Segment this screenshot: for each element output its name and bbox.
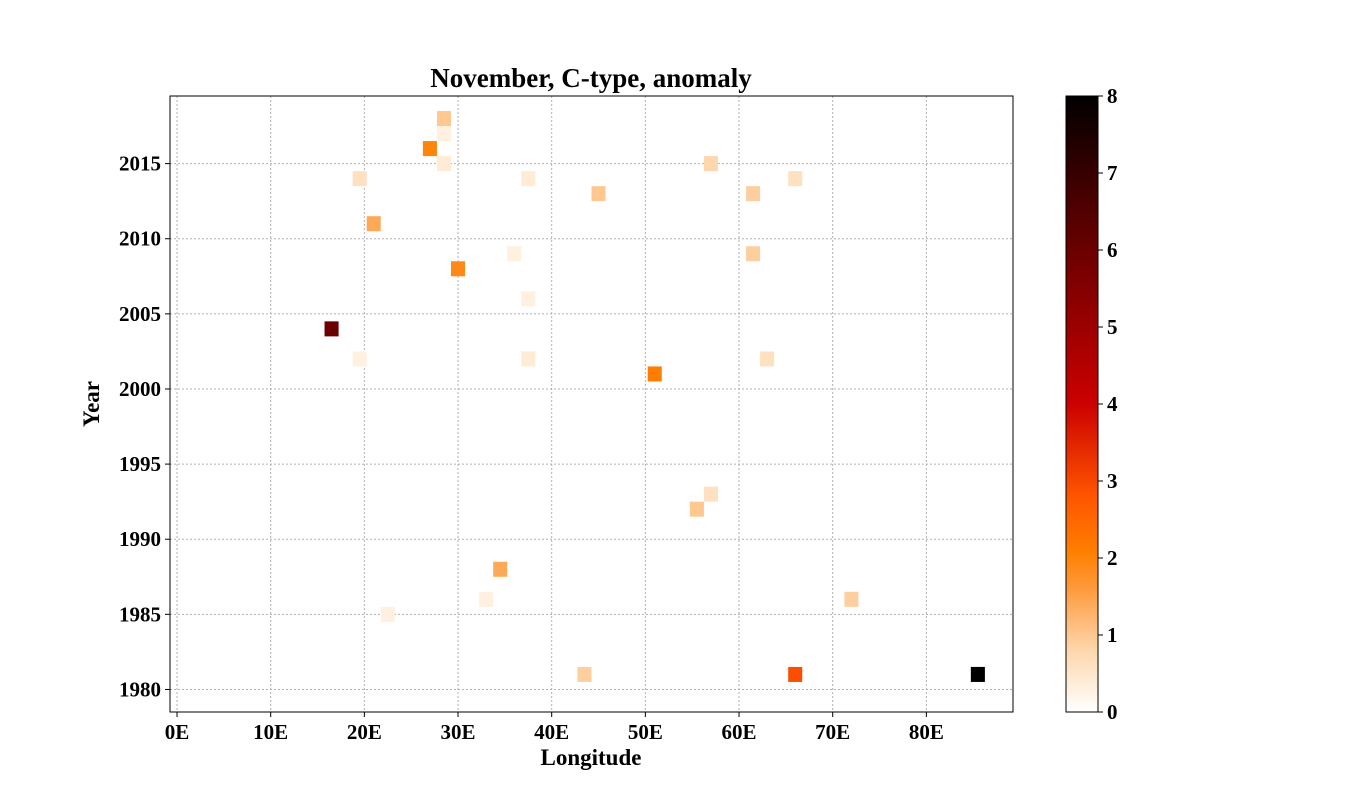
colorbar bbox=[1065, 95, 1099, 713]
heatmap-cell bbox=[746, 186, 761, 202]
x-tick-label: 40E bbox=[534, 720, 569, 744]
heatmap-cell bbox=[760, 351, 775, 367]
heatmap-cell bbox=[422, 141, 437, 157]
heatmap-cell bbox=[703, 156, 718, 172]
y-tick-label: 1985 bbox=[119, 602, 161, 626]
y-tick-label: 1990 bbox=[119, 527, 161, 551]
heatmap-cell bbox=[746, 246, 761, 262]
heatmap-cell bbox=[689, 501, 704, 517]
colorbar-tick-label: 7 bbox=[1107, 161, 1118, 185]
x-tick-label: 70E bbox=[815, 720, 850, 744]
heatmap-cell bbox=[436, 111, 451, 127]
heatmap-cell bbox=[844, 591, 859, 607]
x-tick-label: 80E bbox=[909, 720, 944, 744]
heatmap-cell bbox=[493, 561, 508, 577]
heatmap-cell bbox=[591, 186, 606, 202]
heatmap-cell bbox=[507, 246, 522, 262]
heatmap-cell bbox=[703, 486, 718, 502]
y-tick-label: 2000 bbox=[119, 377, 161, 401]
x-tick-label: 10E bbox=[253, 720, 288, 744]
colorbar-tick-label: 1 bbox=[1107, 623, 1118, 647]
heatmap-cell bbox=[451, 261, 466, 277]
y-tick-label: 1980 bbox=[119, 677, 161, 701]
heatmap-cell bbox=[970, 666, 985, 682]
heatmap-cell bbox=[788, 666, 803, 682]
plot-frame bbox=[169, 95, 1014, 713]
x-tick-label: 50E bbox=[628, 720, 663, 744]
heatmap-cell bbox=[647, 366, 662, 382]
heatmap-cell bbox=[788, 171, 803, 187]
heatmap-cell bbox=[366, 216, 381, 232]
colorbar-tick-label: 2 bbox=[1107, 546, 1118, 570]
x-tick-label: 20E bbox=[347, 720, 382, 744]
heatmap-cell bbox=[479, 591, 494, 607]
y-axis-ticks: 1980 1985 1990 1995 2000 2005 2010 2015 bbox=[119, 152, 170, 701]
heatmap-cell bbox=[436, 126, 451, 142]
heatmap-cell bbox=[521, 291, 536, 307]
colorbar-tick-label: 0 bbox=[1107, 700, 1118, 724]
heatmap-cell bbox=[521, 171, 536, 187]
x-tick-label: 60E bbox=[722, 720, 757, 744]
heatmap-cells bbox=[324, 111, 985, 682]
chart-title: November, C-type, anomaly bbox=[430, 63, 752, 93]
y-tick-label: 2005 bbox=[119, 302, 161, 326]
y-tick-label: 2015 bbox=[119, 152, 161, 176]
heatmap-cell bbox=[521, 351, 536, 367]
grid-lines bbox=[170, 96, 1013, 712]
colorbar-tick-label: 8 bbox=[1107, 84, 1118, 108]
colorbar-tick-label: 4 bbox=[1107, 392, 1118, 416]
x-axis-ticks: 0E 10E 20E 30E 40E 50E 60E 70E 80E bbox=[165, 712, 944, 744]
y-axis-label: Year bbox=[79, 381, 104, 427]
colorbar-tick-label: 6 bbox=[1107, 238, 1118, 262]
colorbar-tick-label: 5 bbox=[1107, 315, 1118, 339]
x-tick-label: 0E bbox=[165, 720, 190, 744]
heatmap-cell bbox=[352, 171, 367, 187]
x-tick-label: 30E bbox=[441, 720, 476, 744]
y-tick-label: 2010 bbox=[119, 227, 161, 251]
heatmap-cell bbox=[577, 666, 592, 682]
heatmap-cell bbox=[352, 351, 367, 367]
heatmap-cell bbox=[380, 606, 395, 622]
colorbar-tick-label: 3 bbox=[1107, 469, 1118, 493]
heatmap-cell bbox=[324, 321, 339, 337]
y-tick-label: 1995 bbox=[119, 452, 161, 476]
heatmap-cell bbox=[436, 156, 451, 172]
colorbar-ticks: 0 1 2 3 4 5 6 7 8 bbox=[1098, 84, 1118, 724]
x-axis-label: Longitude bbox=[541, 745, 642, 770]
